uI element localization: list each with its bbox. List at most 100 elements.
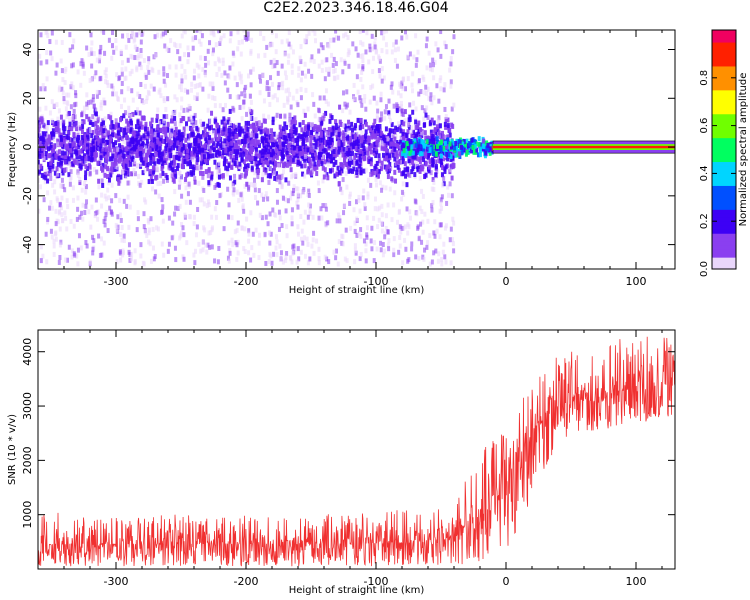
spectrogram-cell [270,81,274,87]
spectrogram-cell [281,259,285,265]
spectrogram-cell [180,193,184,199]
spectrogram-cell [201,155,205,161]
spectrogram-cell [407,145,411,151]
spectrogram-cell [51,182,55,188]
spectrogram-cell [272,170,276,176]
spectrogram-cell [271,156,275,162]
spectrogram-cell [307,30,311,36]
spectrogram-cell [208,171,212,177]
spectrogram-cell [78,125,82,131]
spectrogram-cell [157,69,161,75]
spectrogram-cell [235,189,239,195]
spectrogram-cell [225,150,229,156]
spectrogram-cell [405,182,409,188]
spectrogram-cell [135,134,139,140]
spectrogram-cell [195,152,199,158]
spectrogram-cell [356,140,360,146]
spectrogram-cell [366,150,370,156]
spectrogram-cell [358,95,362,101]
spectrogram-cell [271,94,275,100]
spectrogram-cell [399,128,403,134]
spectrogram-cell [451,49,455,55]
spectrogram-cell [166,248,170,254]
spectrogram-cell [260,192,264,198]
spectrogram-cell [97,233,101,239]
spectrogram-cell [85,92,89,98]
spectrogram-cell [228,38,232,44]
spectrogram-cell [393,136,397,142]
spectrogram-cell [160,197,164,203]
spectrogram-cell [171,177,175,183]
spectrogram-cell [291,95,295,101]
spectrogram-cell [428,66,432,72]
spectrogram-cell [348,151,352,157]
spectrogram-cell [295,259,299,265]
spectrogram-cell [174,109,178,115]
spectrogram-cell [306,241,310,247]
spectrogram-cell [299,193,303,199]
spectrogram-cell [478,146,482,152]
spectrogram-cell [299,86,303,92]
spectrogram-cell [340,190,344,196]
spectrogram-cell [399,139,403,145]
spectrogram-cell [390,81,394,87]
spectrogram-cell [155,117,159,123]
spectrogram-cell [249,257,253,263]
spectrogram-cell [449,156,453,162]
spectrogram-cell [251,139,255,145]
spectrogram-cell [111,30,115,36]
spectrogram-cell [462,139,466,145]
spectrogram-cell [360,130,364,136]
spectrogram-cell [197,146,201,152]
spectrogram-cell [180,132,184,138]
spectrogram-cell [211,95,215,101]
spectrogram-cell [99,44,103,50]
spectrogram-cell [269,231,273,237]
spectrogram-cell [294,137,298,143]
spectrogram-cell [159,157,163,163]
spectrogram-cell [147,149,151,155]
spectrogram-cell [62,96,66,102]
spectrogram-cell [162,66,166,72]
spectrogram-cell [42,197,46,203]
spectrogram-cell [285,124,289,130]
spectrogram-cell [335,151,339,157]
spectrogram-cell [207,168,211,174]
spectrogram-cell [283,70,287,76]
spectrogram-cell [208,118,212,124]
spectrogram-cell [129,161,133,167]
spectrogram-cell [118,197,122,203]
spectrogram-cell [438,123,442,129]
spectrogram-cell [215,200,219,206]
spectrogram-cell [275,155,279,161]
spectrogram-cell [400,35,404,41]
spectrogram-cell [44,131,48,137]
spectrogram-cell [396,103,400,109]
spectrogram-cell [166,121,170,127]
spectrogram-cell [441,130,445,136]
spectrogram-cell [450,237,454,243]
spectrogram-cell [359,251,363,257]
spectrogram-cell [442,146,446,152]
spectrogram-cell [441,165,445,171]
spectrogram-cell [201,151,205,157]
spectrogram-cell [102,128,106,134]
spectrogram-cell [390,122,394,128]
spectrogram-cell [451,241,455,247]
spectrogram-cell [89,224,93,230]
spectrogram-cell [116,95,120,101]
spectrogram-cell [205,159,209,165]
spectrogram-cell [358,256,362,262]
spectrogram-cell [342,146,346,152]
spectrogram-cell [128,157,132,163]
spectrogram-cell [124,126,128,132]
spectrogram-cell [195,160,199,166]
spectrogram-cell [295,148,299,154]
spectrogram-cell [282,102,286,108]
spectrogram-cell [299,44,303,50]
spectrogram-cell [334,159,338,165]
spectrogram-cell [305,34,309,40]
spectrogram-cell [452,102,456,108]
spectrogram-cell [337,141,341,147]
spectrogram-cell [332,155,336,161]
